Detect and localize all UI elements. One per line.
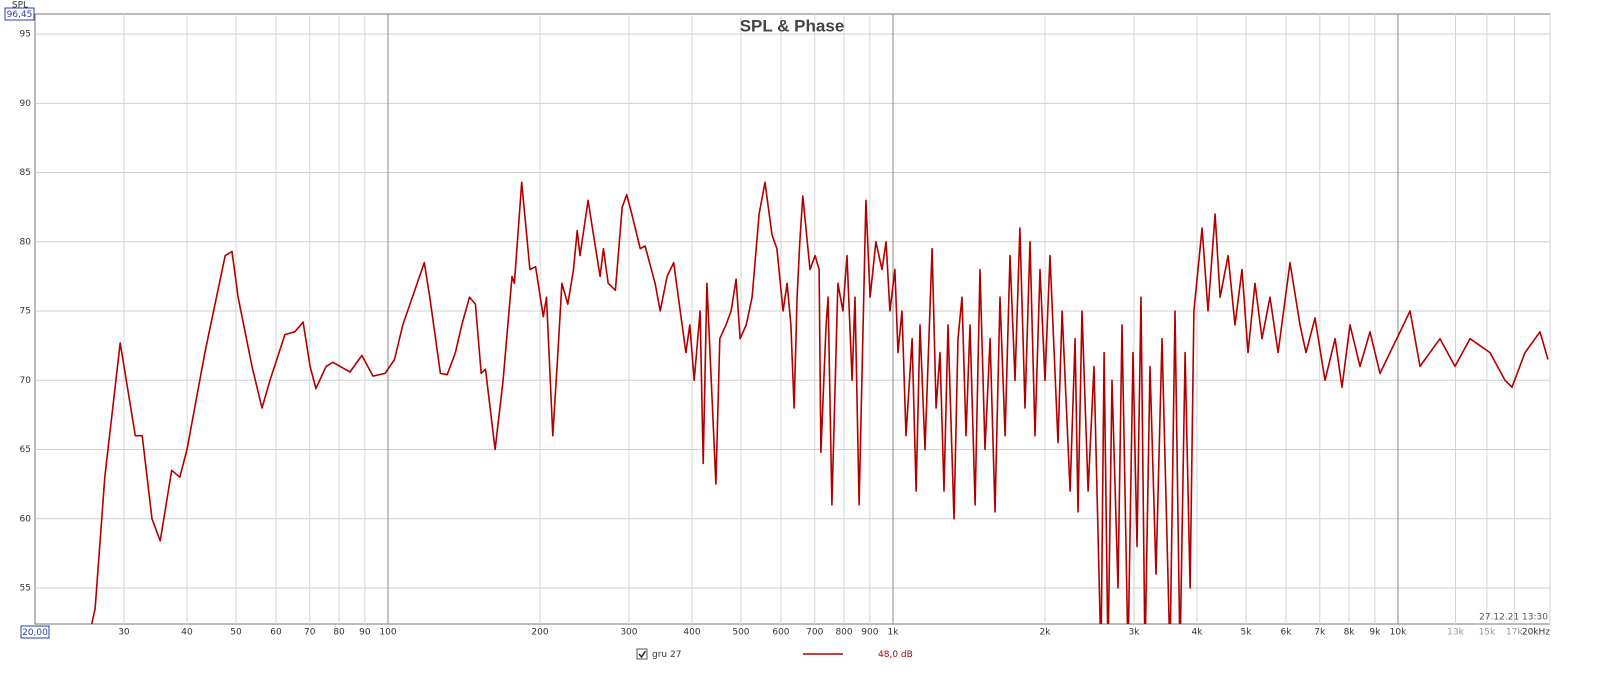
x-tick-label: 80: [333, 628, 345, 638]
x-tick-label: 200: [531, 628, 548, 638]
x-tick-label: 1k: [888, 628, 900, 638]
x-tick-label: 90: [359, 628, 371, 638]
y-tick-label: 95: [20, 30, 31, 40]
x-tick-label: 500: [732, 628, 749, 638]
y-tick-label: 90: [20, 99, 32, 109]
x-tick-label: 70: [304, 628, 316, 638]
x-tick-label: 50: [230, 628, 242, 638]
series-line: [90, 181, 1549, 624]
legend-label: gru 27: [652, 650, 681, 660]
x-tick-label: 17k: [1506, 628, 1523, 638]
y-tick-label: 70: [20, 376, 32, 386]
x-tick-label: 60: [270, 628, 282, 638]
checkmark: [638, 650, 647, 659]
y-max-box: [4, 7, 35, 21]
x-tick-label: 8k: [1344, 628, 1356, 638]
y-tick-label: 65: [20, 445, 31, 455]
chart-title: SPL & Phase: [740, 16, 845, 35]
x-tick-label: 3k: [1128, 628, 1140, 638]
x-tick-label: 900: [861, 628, 878, 638]
x-tick-label: 7k: [1314, 628, 1326, 638]
y-tick-label: 55: [20, 583, 31, 593]
y-axis-label: SPL: [12, 1, 28, 11]
x-tick-label: 5k: [1240, 628, 1252, 638]
y-tick-label: 75: [20, 307, 31, 317]
timestamp: 27.12.21 13:30: [1479, 613, 1548, 623]
x-tick-label: 15k: [1479, 628, 1496, 638]
legend-offset: 48,0 dB: [878, 650, 913, 660]
x-tick-label: 100: [379, 628, 396, 638]
y-tick-label: 60: [20, 514, 32, 524]
x-tick-label: 300: [620, 628, 637, 638]
x-tick-label: 9k: [1369, 628, 1381, 638]
legend: gru 27 48,0 dB: [636, 648, 913, 660]
x-tick-label: 10k: [1390, 628, 1407, 638]
y-tick-label: 80: [20, 237, 32, 247]
x-tick-label: 30: [118, 628, 130, 638]
x-tick-label: 2k: [1040, 628, 1052, 638]
plot-area: [34, 13, 1551, 625]
x-tick-label: 13k: [1447, 628, 1464, 638]
legend-checkbox[interactable]: [636, 648, 648, 660]
y-max-label: 96,45: [7, 10, 33, 20]
x-tick-label: 6k: [1280, 628, 1292, 638]
x-tick-label: 400: [683, 628, 700, 638]
x-min-label: 20,00: [22, 628, 48, 638]
x-tick-label: 700: [806, 628, 823, 638]
x-tick-label: 800: [835, 628, 852, 638]
grid: [35, 14, 1551, 624]
x-tick-label: 600: [772, 628, 789, 638]
x-min-box: [20, 625, 50, 639]
x-tick-label: 40: [181, 628, 193, 638]
y-tick-label: 85: [20, 168, 31, 178]
x-tick-label: 20kHz: [1522, 628, 1550, 638]
x-tick-label: 4k: [1192, 628, 1204, 638]
